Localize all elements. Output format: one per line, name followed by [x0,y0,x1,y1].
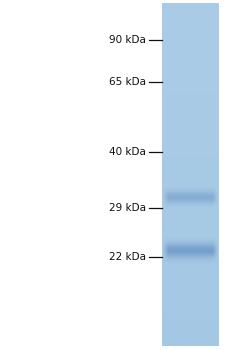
Text: 90 kDa: 90 kDa [109,35,146,45]
Text: 40 kDa: 40 kDa [109,147,146,157]
Text: 29 kDa: 29 kDa [109,203,146,213]
Text: 22 kDa: 22 kDa [109,252,146,262]
Text: 65 kDa: 65 kDa [109,77,146,87]
